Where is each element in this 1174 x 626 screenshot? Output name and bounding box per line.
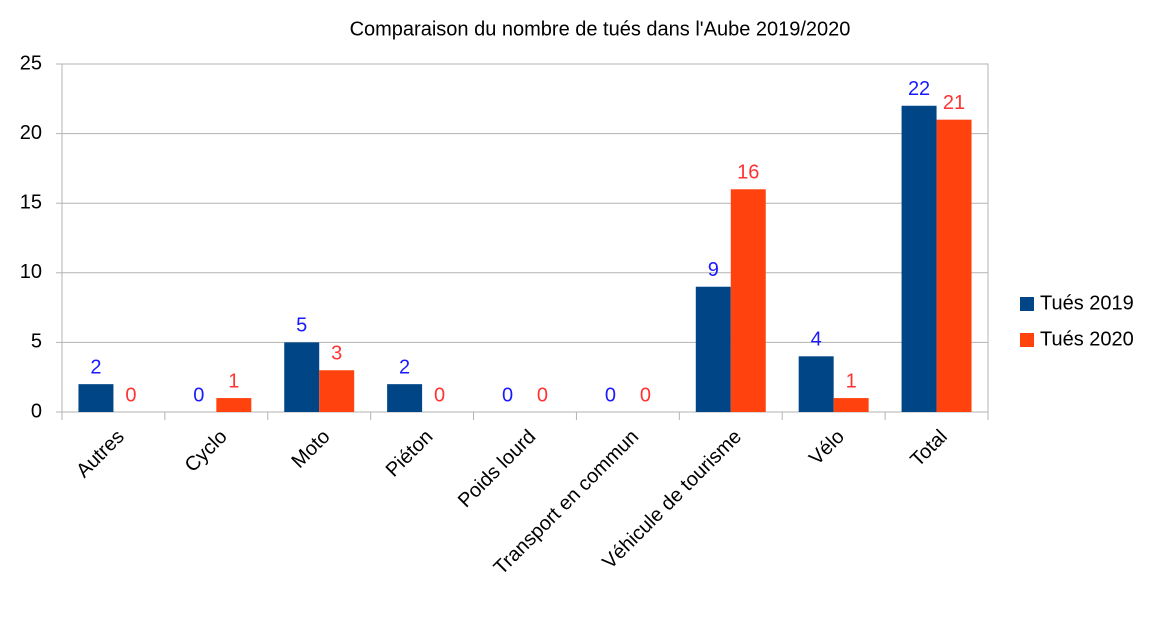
data-label: 21 — [943, 92, 965, 114]
data-label: 9 — [708, 259, 719, 281]
legend-label: Tués 2020 — [1040, 328, 1134, 350]
x-tick-label: Total — [906, 426, 951, 471]
bar — [387, 384, 423, 412]
bar — [78, 384, 114, 412]
y-tick-label: 25 — [20, 52, 42, 74]
legend-swatch — [1020, 297, 1034, 311]
data-label: 0 — [605, 384, 616, 406]
data-label: 1 — [846, 370, 857, 392]
legend-swatch — [1020, 333, 1034, 347]
data-label: 4 — [811, 329, 822, 351]
x-tick-label: Autres — [72, 426, 128, 482]
bar — [833, 398, 869, 412]
x-tick-label: Cyclo — [181, 426, 232, 477]
data-label: 2 — [399, 356, 410, 378]
y-tick-label: 5 — [31, 331, 42, 353]
data-label: 0 — [193, 384, 204, 406]
data-label: 16 — [737, 162, 759, 184]
bar — [936, 119, 972, 413]
x-tick-label: Moto — [287, 426, 334, 473]
bar — [798, 356, 834, 412]
y-tick-label: 10 — [20, 261, 42, 283]
y-tick-label: 15 — [20, 191, 42, 213]
data-label: 3 — [331, 343, 342, 365]
x-tick-label: Piéton — [382, 426, 438, 482]
bar — [695, 286, 731, 412]
legend-label: Tués 2019 — [1040, 292, 1134, 314]
data-label: 0 — [434, 384, 445, 406]
bar — [319, 370, 355, 412]
x-tick-label: Poids lourd — [454, 426, 540, 512]
data-label: 0 — [537, 384, 548, 406]
x-tick-label: Vélo — [805, 426, 849, 470]
y-tick-label: 0 — [31, 400, 42, 422]
data-label: 0 — [502, 384, 513, 406]
bar — [216, 398, 252, 412]
y-tick-label: 20 — [20, 122, 42, 144]
bar — [901, 105, 937, 412]
data-label: 0 — [125, 384, 136, 406]
data-label: 22 — [908, 78, 930, 100]
plot-frame — [61, 63, 989, 413]
data-label: 2 — [90, 356, 101, 378]
bar — [284, 342, 320, 412]
chart-title: Comparaison du nombre de tués dans l'Aub… — [350, 18, 851, 40]
data-label: 1 — [228, 370, 239, 392]
bar — [730, 189, 766, 412]
data-label: 0 — [640, 384, 651, 406]
data-label: 5 — [296, 315, 307, 337]
